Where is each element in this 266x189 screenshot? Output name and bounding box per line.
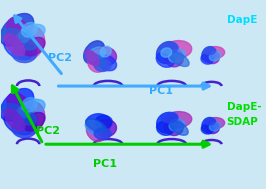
Ellipse shape	[14, 26, 45, 60]
Ellipse shape	[205, 121, 219, 134]
Ellipse shape	[12, 44, 37, 63]
Ellipse shape	[170, 121, 188, 135]
Ellipse shape	[22, 98, 37, 112]
Ellipse shape	[169, 119, 185, 131]
Ellipse shape	[164, 41, 192, 58]
Ellipse shape	[4, 37, 32, 60]
Ellipse shape	[157, 121, 174, 135]
Ellipse shape	[161, 48, 172, 57]
Ellipse shape	[22, 22, 37, 37]
Ellipse shape	[95, 119, 117, 137]
Ellipse shape	[94, 59, 111, 71]
Ellipse shape	[0, 13, 34, 46]
Ellipse shape	[209, 51, 221, 61]
Text: DapE-: DapE-	[227, 102, 261, 112]
Ellipse shape	[161, 112, 178, 123]
Ellipse shape	[156, 42, 178, 64]
Ellipse shape	[12, 119, 37, 138]
Ellipse shape	[157, 112, 178, 133]
Ellipse shape	[204, 47, 215, 55]
Ellipse shape	[85, 120, 103, 134]
Ellipse shape	[86, 119, 107, 133]
Ellipse shape	[7, 93, 37, 132]
Ellipse shape	[86, 114, 111, 133]
Ellipse shape	[85, 50, 99, 66]
Text: PC1: PC1	[149, 86, 173, 96]
Ellipse shape	[19, 99, 45, 118]
Text: PC2: PC2	[48, 53, 72, 63]
Ellipse shape	[164, 112, 192, 128]
Ellipse shape	[97, 55, 117, 71]
Ellipse shape	[100, 46, 111, 57]
Ellipse shape	[205, 46, 225, 58]
Ellipse shape	[19, 24, 45, 43]
Ellipse shape	[164, 118, 183, 136]
Ellipse shape	[205, 50, 219, 64]
Ellipse shape	[94, 128, 111, 139]
Text: DapE: DapE	[227, 15, 257, 25]
Ellipse shape	[164, 48, 183, 67]
Ellipse shape	[93, 47, 117, 66]
Ellipse shape	[86, 121, 106, 142]
Text: SDAP: SDAP	[227, 117, 258, 127]
Ellipse shape	[4, 34, 25, 56]
Ellipse shape	[84, 52, 107, 67]
Ellipse shape	[87, 47, 105, 61]
Text: PC2: PC2	[36, 126, 60, 136]
Ellipse shape	[202, 47, 216, 62]
Ellipse shape	[2, 104, 37, 125]
Ellipse shape	[202, 118, 216, 133]
Ellipse shape	[24, 37, 45, 56]
Ellipse shape	[156, 52, 174, 67]
Ellipse shape	[205, 118, 225, 129]
Ellipse shape	[24, 112, 45, 131]
Ellipse shape	[84, 41, 105, 64]
Ellipse shape	[209, 122, 221, 131]
Ellipse shape	[7, 18, 37, 57]
Ellipse shape	[4, 112, 32, 135]
Ellipse shape	[4, 109, 25, 131]
Ellipse shape	[2, 29, 37, 50]
Ellipse shape	[161, 42, 178, 53]
Ellipse shape	[88, 50, 109, 72]
Ellipse shape	[201, 124, 214, 134]
Ellipse shape	[95, 115, 112, 128]
Ellipse shape	[14, 101, 45, 135]
Ellipse shape	[169, 49, 185, 62]
Ellipse shape	[169, 51, 189, 67]
Ellipse shape	[0, 88, 34, 121]
Ellipse shape	[204, 118, 215, 125]
Text: PC1: PC1	[93, 159, 117, 169]
Ellipse shape	[201, 54, 214, 64]
